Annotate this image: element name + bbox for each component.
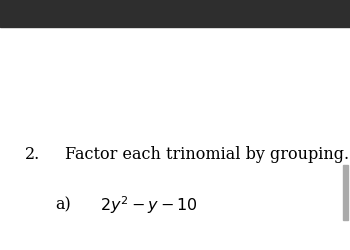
Text: $2y^2 - y - 10$: $2y^2 - y - 10$ [100, 194, 198, 215]
Text: 2.: 2. [25, 146, 40, 163]
Bar [343, 165, 348, 220]
Text: Factor each trinomial by grouping.: Factor each trinomial by grouping. [65, 146, 349, 163]
Text: a): a) [55, 196, 71, 213]
Bar [0, 0, 350, 28]
